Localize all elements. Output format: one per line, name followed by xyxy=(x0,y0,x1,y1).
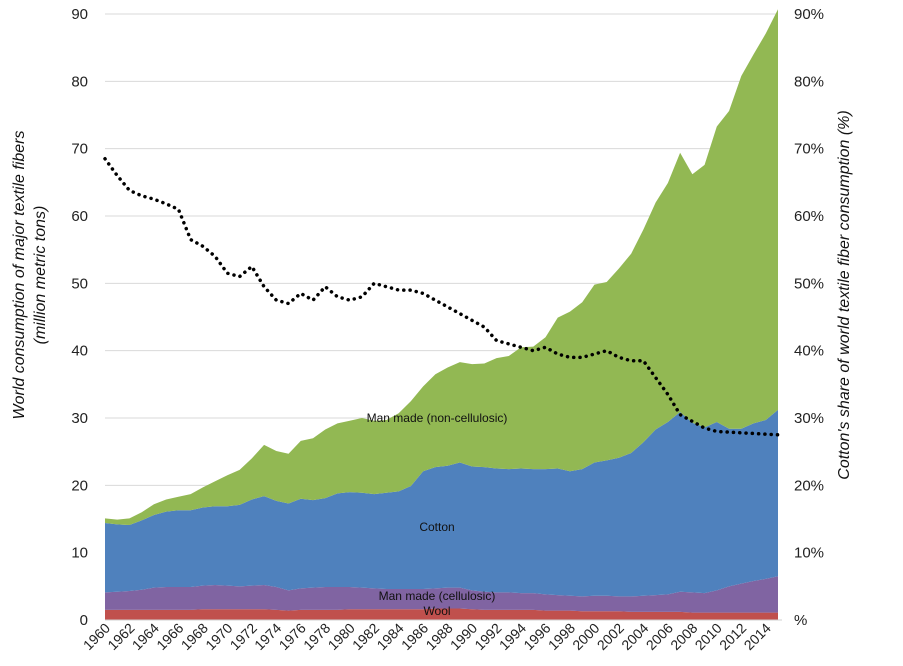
x-tick-1998: 1998 xyxy=(545,620,578,653)
left-axis-title-line1: World consumption of major textile fiber… xyxy=(11,131,28,420)
x-tick-1982: 1982 xyxy=(349,620,382,653)
x-tick-1962: 1962 xyxy=(104,620,137,653)
y2-tick-90: 90% xyxy=(794,6,824,23)
y-tick-50: 50 xyxy=(71,275,88,292)
right-axis-title-text: Cotton's share of world textile fiber co… xyxy=(836,110,853,479)
y2-tick-0: % xyxy=(794,612,807,629)
y2-tick-10: 10% xyxy=(794,545,824,562)
y-tick-60: 60 xyxy=(71,208,88,225)
y2-tick-80: 80% xyxy=(794,73,824,90)
y-tick-30: 30 xyxy=(71,410,88,427)
x-tick-2002: 2002 xyxy=(594,620,627,653)
y-tick-10: 10 xyxy=(71,545,88,562)
area-wool xyxy=(105,608,778,620)
x-tick-1964: 1964 xyxy=(129,620,162,653)
x-tick-1986: 1986 xyxy=(398,620,431,653)
x-tick-1972: 1972 xyxy=(227,620,260,653)
right-axis-title: Cotton's share of world textile fiber co… xyxy=(836,110,853,479)
y-tick-80: 80 xyxy=(71,73,88,90)
y2-tick-30: 30% xyxy=(794,410,824,427)
y2-tick-20: 20% xyxy=(794,477,824,494)
x-tick-1984: 1984 xyxy=(373,620,406,653)
x-tick-2008: 2008 xyxy=(667,620,700,653)
x-tick-1970: 1970 xyxy=(202,620,235,653)
x-tick-1980: 1980 xyxy=(325,620,358,653)
area-man-made-cellulosic xyxy=(105,576,778,613)
x-tick-2010: 2010 xyxy=(692,620,725,653)
left-y-ticks: 0 10 20 30 40 50 60 70 80 90 xyxy=(71,6,88,629)
y2-tick-40: 40% xyxy=(794,343,824,360)
x-tick-2004: 2004 xyxy=(618,620,651,653)
x-tick-1968: 1968 xyxy=(178,620,211,653)
y-tick-20: 20 xyxy=(71,477,88,494)
x-tick-2006: 2006 xyxy=(643,620,676,653)
left-axis-title-line2: (million metric tons) xyxy=(32,206,49,345)
stacked-areas xyxy=(105,9,778,620)
cotton-share-line-group xyxy=(103,157,780,437)
label-cellulosic: Man made (cellulosic) xyxy=(379,589,496,603)
area-cotton xyxy=(105,409,778,597)
x-tick-1976: 1976 xyxy=(276,620,309,653)
y2-tick-50: 50% xyxy=(794,275,824,292)
y-tick-40: 40 xyxy=(71,343,88,360)
x-tick-1966: 1966 xyxy=(153,620,186,653)
x-tick-1992: 1992 xyxy=(471,620,504,653)
x-tick-1988: 1988 xyxy=(422,620,455,653)
label-wool: Wool xyxy=(423,604,450,618)
x-tick-1974: 1974 xyxy=(251,620,284,653)
x-tick-1994: 1994 xyxy=(496,620,529,653)
area-man-made-non-cellulosic xyxy=(105,9,778,526)
x-tick-1990: 1990 xyxy=(447,620,480,653)
y2-tick-70: 70% xyxy=(794,141,824,158)
left-axis-title: World consumption of major textile fiber… xyxy=(11,131,49,420)
right-y-ticks: % 10% 20% 30% 40% 50% 60% 70% 80% 90% xyxy=(794,6,824,629)
y-tick-90: 90 xyxy=(71,6,88,23)
label-cotton: Cotton xyxy=(419,520,454,534)
x-ticks: 1960196219641966196819701972197419761978… xyxy=(80,620,774,653)
x-tick-2014: 2014 xyxy=(741,620,774,653)
cotton-share-line xyxy=(103,157,780,437)
x-tick-1978: 1978 xyxy=(300,620,333,653)
y2-tick-60: 60% xyxy=(794,208,824,225)
x-tick-2012: 2012 xyxy=(716,620,749,653)
x-tick-2000: 2000 xyxy=(569,620,602,653)
x-tick-1996: 1996 xyxy=(520,620,553,653)
y-tick-70: 70 xyxy=(71,141,88,158)
y-tick-0: 0 xyxy=(80,612,88,629)
label-non-cellulosic: Man made (non-cellulosic) xyxy=(367,411,508,425)
